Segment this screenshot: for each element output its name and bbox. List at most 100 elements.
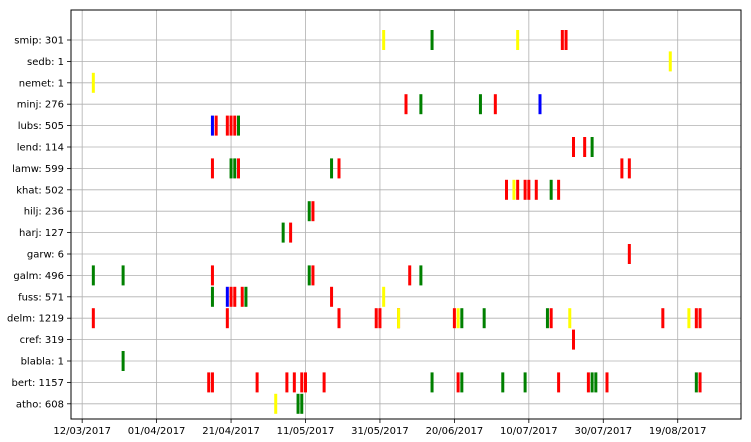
event-bar (594, 372, 598, 393)
y-tick-label: nemet: 1 (19, 78, 64, 89)
event-bar (557, 372, 561, 393)
y-tick-label: delm: 1219 (7, 314, 64, 325)
event-bar (505, 179, 508, 200)
x-tick-label: 20/06/2017 (426, 426, 484, 437)
x-tick-label: 21/04/2017 (202, 426, 260, 437)
event-bar (694, 308, 698, 329)
y-axis: smip: 301 sedb: 1 nemet: 1 minj: 276 lubs: 5… (7, 36, 71, 410)
event-bar (330, 286, 334, 307)
y-tick-label: cref: 319 (20, 335, 64, 346)
event-bar (229, 158, 233, 179)
event-bar (307, 265, 311, 286)
event-bar (564, 30, 568, 50)
event-bar (419, 265, 423, 286)
event-bar (523, 179, 527, 200)
event-bar (545, 308, 549, 329)
event-bar (337, 158, 341, 179)
y-tick-label: hilj: 236 (24, 207, 64, 218)
event-bar (572, 329, 575, 350)
event-bar (233, 115, 237, 136)
event-bar (560, 30, 564, 50)
y-tick-label: bert: 1157 (11, 378, 64, 389)
y-tick-label: garw: 6 (27, 250, 64, 261)
y-tick-label: harj: 127 (19, 228, 64, 239)
grid-lines (71, 10, 741, 419)
event-bar (214, 115, 218, 136)
event-bar (698, 372, 702, 393)
event-bar (91, 308, 95, 329)
event-bar (549, 308, 553, 329)
event-bar (229, 115, 233, 136)
event-bar (430, 30, 434, 50)
event-bar (698, 308, 702, 329)
event-bar (281, 222, 285, 243)
event-bars (91, 30, 702, 414)
x-tick-label: 10/07/2017 (500, 426, 558, 437)
x-tick-label: 11/05/2017 (277, 426, 335, 437)
event-bar (687, 308, 691, 329)
event-bar (233, 158, 237, 179)
event-bar (121, 265, 125, 286)
event-bar (244, 286, 248, 307)
event-bar (549, 179, 553, 200)
event-bar (210, 115, 214, 136)
event-bar (408, 265, 412, 286)
event-bar (300, 393, 304, 414)
event-bar (668, 51, 672, 72)
event-bar (590, 372, 594, 393)
plot-frame (70, 9, 742, 420)
event-bar (233, 286, 237, 307)
event-bar (516, 179, 520, 200)
event-bar (460, 308, 464, 329)
event-bar (210, 372, 214, 393)
event-bar (225, 308, 229, 329)
event-bar (538, 94, 542, 115)
event-bar (478, 94, 482, 115)
event-bar (225, 115, 229, 136)
y-tick-label: galm: 496 (13, 271, 64, 282)
x-tick-label: 30/07/2017 (574, 426, 632, 437)
event-bar (91, 265, 95, 286)
event-bar (296, 393, 300, 414)
event-bar (583, 137, 587, 157)
event-bar (493, 94, 497, 115)
event-bar (456, 372, 460, 393)
y-tick-label: lamw: 599 (12, 164, 64, 175)
event-bar (516, 30, 520, 50)
event-bar (322, 372, 326, 393)
event-bar (404, 94, 408, 115)
event-bar (237, 158, 240, 179)
event-bar (557, 179, 561, 200)
y-tick-label: smip: 301 (14, 36, 64, 47)
event-bar (460, 372, 464, 393)
event-bar (620, 158, 624, 179)
event-bar (523, 372, 527, 393)
x-tick-label: 31/05/2017 (351, 426, 409, 437)
x-tick-label: 12/03/2017 (53, 426, 111, 437)
event-bar (91, 72, 95, 93)
event-bar (382, 286, 386, 307)
event-bar (330, 158, 334, 179)
event-bar (382, 30, 386, 50)
event-bar (378, 308, 382, 329)
event-bar (452, 308, 456, 329)
y-tick-label: sedb: 1 (27, 57, 64, 68)
event-bar (304, 372, 307, 393)
event-bar (237, 115, 240, 136)
x-tick-label: 01/04/2017 (128, 426, 186, 437)
event-bar (527, 179, 531, 200)
event-bar (482, 308, 486, 329)
event-bar (210, 158, 214, 179)
event-bar (210, 286, 214, 307)
y-tick-label: khat: 502 (16, 185, 64, 196)
event-bar (590, 137, 594, 157)
event-bar (661, 308, 665, 329)
event-bar (572, 137, 575, 157)
event-bar (207, 372, 211, 393)
event-bar (121, 351, 125, 371)
event-bar (337, 308, 341, 329)
y-tick-label: lend: 114 (17, 143, 64, 154)
event-bar (397, 308, 401, 329)
event-bar (501, 372, 505, 393)
